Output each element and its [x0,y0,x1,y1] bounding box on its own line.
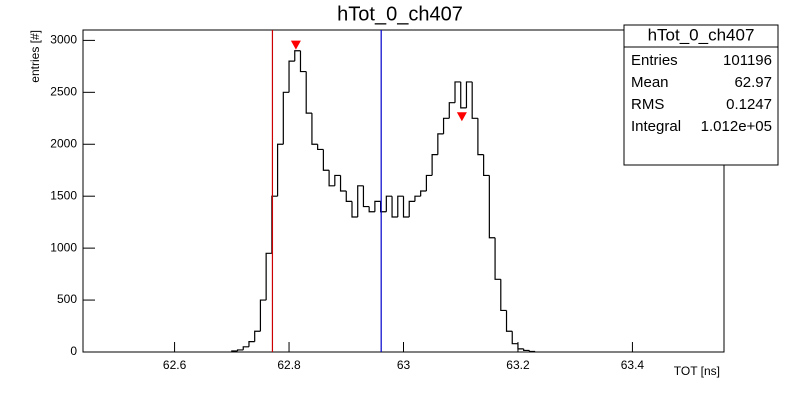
stats-value: 62.97 [734,74,772,91]
histogram-bin [420,190,427,197]
histogram-bin [294,50,301,62]
histogram-bin [460,81,467,109]
histogram-bin [236,349,244,351]
histogram-bin [431,154,438,176]
histogram-bin [259,299,267,332]
x-tick-label: 62.6 [163,358,187,372]
histogram-bin [276,143,284,197]
stats-label: RMS [631,96,664,113]
histogram-bin [402,196,410,218]
y-tick-label: 500 [57,292,77,306]
histogram-bin [511,331,518,345]
x-tick-label: 63 [397,358,411,372]
histogram-bin [357,185,364,217]
histogram-bin [345,191,352,202]
histogram-bin [523,348,530,352]
histogram-bin [454,81,461,103]
peak-marker [290,40,301,50]
histogram-bin [334,174,341,186]
y-tick-label: 0 [70,344,77,358]
histogram-bin [477,118,484,156]
histogram-bin [322,149,330,171]
histogram-bin [231,350,238,352]
stats-value: 101196 [723,52,772,69]
stats-label: Mean [631,74,669,91]
histogram-bin [414,195,421,202]
histogram-bin [311,113,318,145]
peak-marker [456,112,467,122]
stats-box [623,24,779,166]
x-tick-label: 62.8 [277,358,301,372]
histogram-bin [368,206,375,213]
stats-label: Entries [631,52,678,69]
histogram-bin [362,185,370,208]
histogram-bin [374,200,381,212]
y-tick-label: 3000 [50,33,77,47]
histogram-bin [305,71,312,114]
histogram-bin [351,201,358,218]
histogram-bin [408,200,415,217]
y-tick-label: 2000 [50,136,77,150]
histogram-bin [282,91,290,145]
histogram-bin [517,343,524,350]
histogram-bin [425,174,433,191]
histogram-bin [397,195,404,217]
x-axis-label: TOT [ns] [674,364,720,378]
histogram-bin [385,195,393,212]
histogram-bin [242,346,249,350]
histogram-bin [528,350,536,353]
stats-value: 0.1247 [726,96,772,113]
histogram-bin [471,81,478,119]
stats-title: hTot_0_ch407 [648,25,755,44]
histogram-bin [465,81,473,108]
y-tick-label: 1500 [50,188,77,202]
histogram-bin [500,279,507,312]
histogram-bin [494,237,501,280]
histogram-bin [448,102,456,119]
histogram-bin [483,154,490,177]
stats-label: Integral [631,118,681,135]
histogram-bin [505,310,513,332]
histogram-bin [328,170,335,187]
histogram-bin [391,196,398,218]
histogram-bin [265,252,272,301]
stats-value: 1.012e+05 [701,118,772,135]
x-tick-label: 63.2 [506,358,530,372]
y-axis-label: entries [#] [28,30,42,83]
y-tick-label: 1000 [50,240,77,254]
histogram-bin [488,175,496,239]
histogram-bin [288,60,295,93]
x-tick-label: 63.4 [621,358,645,372]
histogram-bin [299,50,307,73]
histogram-bin [317,144,324,151]
histogram-bin [437,133,444,155]
histogram-bin [248,341,255,347]
y-tick-label: 2500 [50,84,77,98]
chart-title: hTot_0_ch407 [337,3,463,25]
histogram-bin [339,175,347,192]
histogram-bin [442,117,450,134]
histogram-bin [254,330,261,342]
